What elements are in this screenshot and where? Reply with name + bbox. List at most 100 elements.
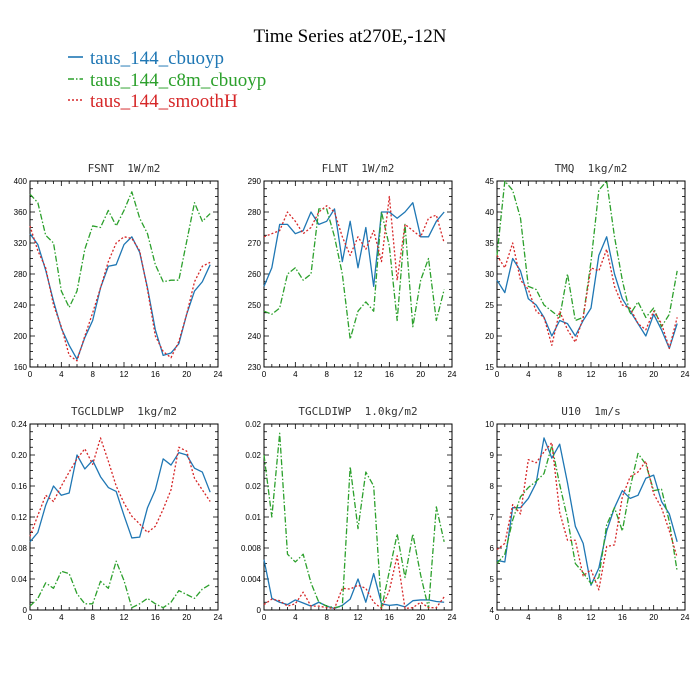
y-tick-label: 260 — [248, 270, 262, 279]
y-tick-label: 0.008 — [241, 544, 262, 553]
panel-title: U10 1m/s — [561, 405, 621, 418]
x-tick-label: 8 — [557, 370, 562, 379]
x-tick-label: 24 — [214, 613, 223, 622]
legend: taus_144_cbuoyp taus_144_c8m_cbuoyp taus… — [68, 48, 266, 112]
legend-item-c8m-cbuoyp: taus_144_c8m_cbuoyp — [68, 70, 266, 91]
x-tick-label: 0 — [495, 613, 500, 622]
panel-tmq: TMQ 1kg/m2 0 4 8 12 16 20 24 15 20 25 30 35 40 45 — [485, 162, 690, 379]
y-tick-label: 8 — [490, 482, 495, 491]
x-tick-label: 8 — [90, 370, 95, 379]
y-tick-label: 0.02 — [245, 420, 261, 429]
x-tick-label: 0 — [262, 370, 267, 379]
x-tick-label: 12 — [587, 613, 596, 622]
y-tick-label: 0.24 — [11, 420, 27, 429]
y-tick-label: 290 — [248, 177, 262, 186]
x-tick-label: 0 — [28, 370, 33, 379]
x-tick-label: 20 — [416, 370, 425, 379]
x-tick-label: 20 — [416, 613, 425, 622]
legend-label: taus_144_c8m_cbuoyp — [90, 70, 266, 91]
x-tick-label: 0 — [28, 613, 33, 622]
series-line-smoothh — [496, 441, 678, 591]
y-tick-label: 0.04 — [11, 575, 27, 584]
y-tick-label: 25 — [485, 301, 494, 310]
y-tick-label: 0.20 — [11, 451, 27, 460]
x-tick-label: 8 — [557, 613, 562, 622]
x-tick-label: 24 — [681, 613, 690, 622]
panel-title: TGCLDIWP 1.0kg/m2 — [298, 405, 417, 418]
x-tick-label: 16 — [151, 613, 160, 622]
y-tick-label: 15 — [485, 363, 494, 372]
y-tick-label: 400 — [14, 177, 28, 186]
y-tick-label: 4 — [490, 606, 495, 615]
y-tick-label: 0.12 — [11, 513, 27, 522]
x-tick-label: 8 — [324, 613, 329, 622]
series-line-c8m-cbuoyp — [29, 191, 211, 308]
series-line-cbuoyp — [496, 236, 678, 350]
legend-label: taus_144_smoothH — [90, 91, 238, 112]
y-tick-label: 6 — [490, 544, 495, 553]
x-tick-label: 16 — [618, 613, 627, 622]
panel-title: FLNT 1W/m2 — [322, 162, 395, 175]
series-line-cbuoyp — [263, 559, 445, 610]
plot-frame — [29, 180, 219, 368]
panels: FSNT 1W/m20 4 8 12 16 20 241602002402803203604… — [11, 162, 690, 622]
x-tick-label: 16 — [385, 613, 394, 622]
y-tick-label: 320 — [14, 239, 28, 248]
legend-item-cbuoyp: taus_144_cbuoyp — [68, 48, 224, 69]
y-tick-label: 280 — [248, 208, 262, 217]
x-tick-label: 12 — [354, 370, 363, 379]
x-tick-label: 12 — [354, 613, 363, 622]
figure-title: Time Series at270E,-12N — [254, 26, 447, 47]
y-tick-label: 0.02 — [245, 451, 261, 460]
y-tick-label: 360 — [14, 208, 28, 217]
panel-tgcldlwp: TGCLDLWP 1kg/m2 0 4 8 12 16 20 24 0 0.04 0.08 0.12 0… — [11, 405, 223, 622]
x-tick-label: 4 — [526, 370, 531, 379]
x-tick-label: 4 — [293, 613, 298, 622]
legend-label: taus_144_cbuoyp — [90, 48, 224, 69]
x-tick-label: 16 — [618, 370, 627, 379]
y-tick-label: 9 — [490, 451, 495, 460]
y-tick-label: 280 — [14, 270, 28, 279]
plot-frame — [263, 423, 453, 611]
x-tick-label: 20 — [649, 370, 658, 379]
y-tick-label: 230 — [248, 363, 262, 372]
series-line-c8m-cbuoyp — [496, 445, 678, 585]
y-tick-label: 240 — [14, 301, 28, 310]
y-tick-label: 45 — [485, 177, 494, 186]
panel-fsnt: FSNT 1W/m2 0 4 8 12 16 20 24 160 200 240 280 320 360 4… — [14, 162, 223, 379]
x-tick-label: 8 — [90, 613, 95, 622]
y-tick-label: 240 — [248, 332, 262, 341]
y-tick-label: 30 — [485, 270, 494, 279]
x-tick-label: 12 — [120, 613, 129, 622]
x-tick-label: 4 — [526, 613, 531, 622]
series-line-cbuoyp — [29, 452, 211, 543]
x-tick-label: 12 — [587, 370, 596, 379]
series-line-c8m-cbuoyp — [29, 560, 211, 609]
series-line-smoothh — [263, 555, 445, 610]
series-line-c8m-cbuoyp — [496, 180, 678, 328]
y-tick-label: 250 — [248, 301, 262, 310]
series-line-smoothh — [263, 195, 445, 281]
x-tick-label: 8 — [324, 370, 329, 379]
panel-title: TMQ 1kg/m2 — [555, 162, 628, 175]
plot-frame — [263, 180, 453, 368]
y-tick-label: 0.16 — [11, 482, 27, 491]
y-tick-label: 20 — [485, 332, 494, 341]
series-line-smoothh — [496, 242, 678, 350]
series-line-c8m-cbuoyp — [263, 208, 445, 340]
panel-tgcldiwp: TGCLDIWP 1.0kg/m2 0 4 8 12 16 20 24 0 0.004 0.008 0… — [241, 405, 457, 622]
y-tick-label: 0 — [23, 606, 28, 615]
panel-title: FSNT 1W/m2 — [88, 162, 161, 175]
series-line-c8m-cbuoyp — [263, 432, 445, 610]
panel-flnt: FLNT 1W/m2 0 4 8 12 16 20 24 230 240 250 260 270 280 2… — [248, 162, 457, 379]
y-tick-label: 40 — [485, 208, 494, 217]
series-line-smoothh — [29, 437, 211, 537]
x-tick-label: 20 — [182, 613, 191, 622]
x-tick-label: 20 — [649, 613, 658, 622]
y-tick-label: 5 — [490, 575, 495, 584]
x-tick-label: 24 — [214, 370, 223, 379]
x-tick-label: 0 — [262, 613, 267, 622]
panel-title: TGCLDLWP 1kg/m2 — [71, 405, 177, 418]
series-line-smoothh — [29, 225, 211, 362]
x-tick-label: 20 — [182, 370, 191, 379]
